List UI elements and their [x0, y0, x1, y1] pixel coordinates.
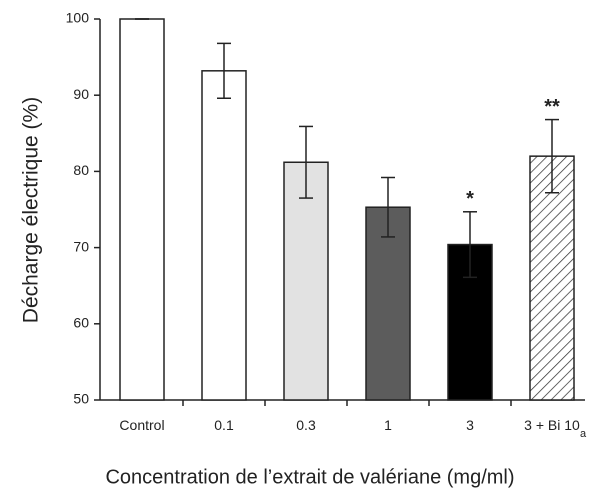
x-tick-label: Control	[119, 417, 165, 433]
x-tick-label: 1	[384, 417, 392, 433]
significance-label: *	[466, 188, 474, 210]
bar	[365, 206, 411, 401]
y-tick-label: 90	[73, 86, 89, 102]
bar	[201, 70, 247, 401]
y-tick-label: 70	[73, 238, 89, 254]
y-tick-label: 50	[73, 391, 89, 407]
x-axis-label: Concentration de l’extrait de valériane …	[105, 466, 514, 488]
bar	[283, 161, 329, 401]
x-tick-label: 0.1	[214, 417, 234, 433]
x-tick-label: 3 + Bi 10	[524, 417, 580, 433]
x-tick-label: 0.3	[296, 417, 316, 433]
footnote-mark: a	[580, 428, 587, 440]
x-tick-label: 3	[466, 417, 474, 433]
y-tick-label: 60	[73, 315, 89, 331]
y-axis-label: Décharge électrique (%)	[20, 97, 43, 323]
y-tick-label: 80	[73, 162, 89, 178]
bar	[119, 18, 165, 401]
y-tick-label: 100	[66, 10, 90, 26]
bar	[529, 155, 575, 401]
significance-label: **	[544, 96, 560, 118]
